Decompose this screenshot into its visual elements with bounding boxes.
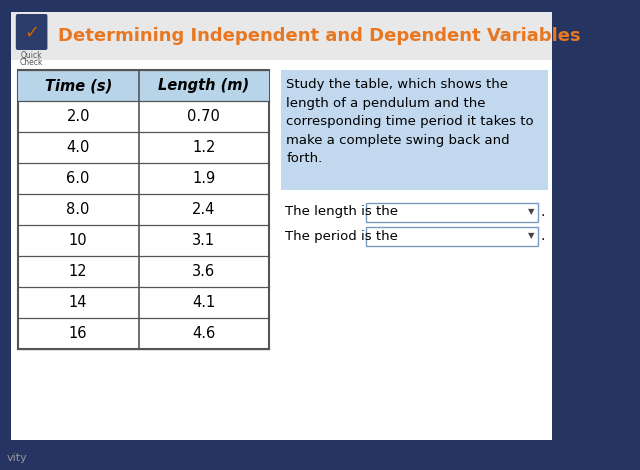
Text: vity: vity [7, 453, 28, 463]
Text: 1.2: 1.2 [192, 140, 216, 155]
Bar [10, 12, 552, 60]
Bar [17, 70, 269, 101]
Bar [366, 203, 538, 221]
Bar [17, 70, 269, 349]
Bar [366, 227, 538, 245]
Text: ✓: ✓ [24, 24, 39, 42]
Text: 1.9: 1.9 [192, 171, 216, 186]
Text: 4.6: 4.6 [192, 326, 216, 341]
Text: The length is the: The length is the [285, 205, 397, 219]
Text: The period is the: The period is the [285, 229, 397, 243]
Text: Determining Independent and Dependent Variables: Determining Independent and Dependent Va… [58, 27, 580, 45]
Text: Length (m): Length (m) [158, 78, 250, 93]
Text: 12: 12 [69, 264, 88, 279]
Text: 16: 16 [69, 326, 88, 341]
Text: .: . [540, 205, 545, 219]
Text: 6.0: 6.0 [67, 171, 90, 186]
Text: Check: Check [20, 58, 44, 67]
Text: ▼: ▼ [528, 207, 535, 217]
Text: Quick: Quick [21, 51, 42, 60]
Text: Time (s): Time (s) [45, 78, 112, 93]
Bar [281, 70, 548, 190]
Text: 0.70: 0.70 [188, 109, 220, 124]
Text: 4.1: 4.1 [192, 295, 216, 310]
Text: 3.1: 3.1 [192, 233, 216, 248]
Text: 4.0: 4.0 [67, 140, 90, 155]
Text: 8.0: 8.0 [67, 202, 90, 217]
Text: 2.4: 2.4 [192, 202, 216, 217]
Text: 3.6: 3.6 [192, 264, 216, 279]
Text: Study the table, which shows the
length of a pendulum and the
corresponding time: Study the table, which shows the length … [286, 78, 534, 165]
Text: 2.0: 2.0 [67, 109, 90, 124]
Text: 14: 14 [69, 295, 88, 310]
FancyBboxPatch shape [16, 14, 47, 50]
Text: ▼: ▼ [528, 232, 535, 241]
Text: .: . [540, 229, 545, 243]
Text: 10: 10 [69, 233, 88, 248]
